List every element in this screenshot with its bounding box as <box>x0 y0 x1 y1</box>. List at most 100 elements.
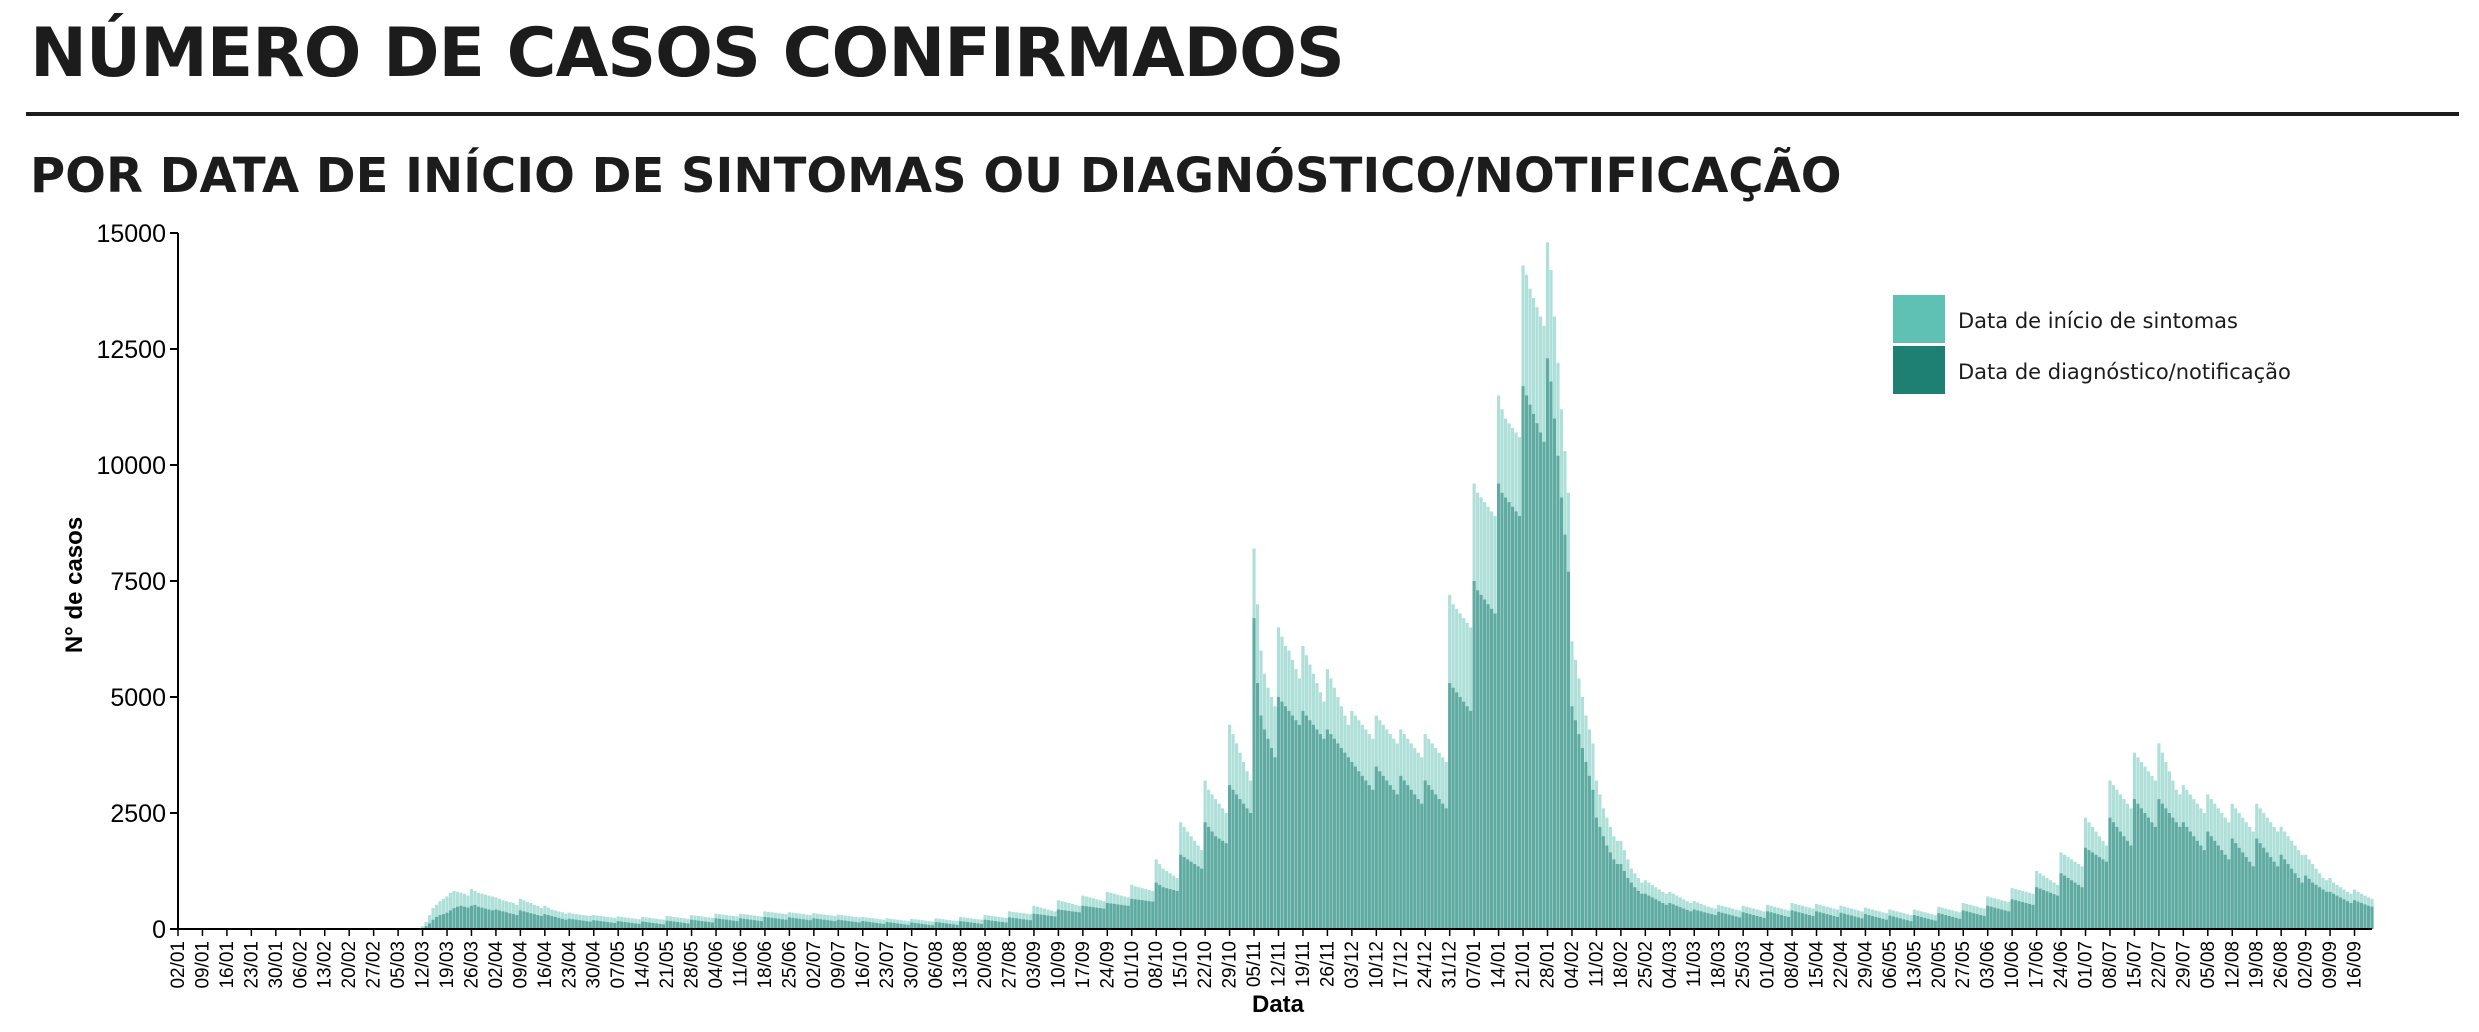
bar-diagnosis-notification <box>1685 909 1689 929</box>
bar-diagnosis-notification <box>2195 840 2199 929</box>
bar-diagnosis-notification <box>466 907 470 929</box>
x-tick-label: 09/01 <box>192 941 213 989</box>
bar-symptom-onset <box>424 922 428 929</box>
bar-diagnosis-notification <box>920 923 924 929</box>
bar-diagnosis-notification <box>1891 916 1895 929</box>
bar-diagnosis-notification <box>1580 748 1585 929</box>
x-tick-label: 08/07 <box>2100 941 2121 989</box>
bar-diagnosis-notification <box>1626 877 1630 929</box>
x-tick-label: 05/11 <box>1244 941 1265 987</box>
bar-diagnosis-notification <box>1975 914 1979 929</box>
x-tick-label: 04/02 <box>1562 941 1583 989</box>
bar-diagnosis-notification <box>1944 915 1948 929</box>
bar-diagnosis-notification <box>522 911 526 929</box>
bar-diagnosis-notification <box>731 920 736 929</box>
bar-diagnosis-notification <box>843 920 847 929</box>
bar-diagnosis-notification <box>1493 613 1497 929</box>
bar-diagnosis-notification <box>2125 840 2130 929</box>
bar-diagnosis-notification <box>574 919 578 929</box>
bar-diagnosis-notification <box>805 919 809 929</box>
bar-diagnosis-notification <box>1238 799 1242 929</box>
bar-diagnosis-notification <box>1116 904 1120 929</box>
bar-diagnosis-notification <box>2160 803 2164 929</box>
bar-diagnosis-notification <box>1783 916 1787 929</box>
x-tick-label: 13/05 <box>1904 941 1925 989</box>
bar-diagnosis-notification <box>1406 785 1410 929</box>
x-tick-label: 04/06 <box>706 941 727 989</box>
x-tick-label: 29/07 <box>2173 941 2194 989</box>
bar-diagnosis-notification <box>1241 803 1246 929</box>
x-tick-label: 23/07 <box>877 941 898 989</box>
bar-diagnosis-notification <box>676 922 680 929</box>
bar-diagnosis-notification <box>1221 840 1225 929</box>
bar-diagnosis-notification <box>1916 916 1920 929</box>
x-tick-label: 03/09 <box>1024 941 1045 989</box>
bar-diagnosis-notification <box>662 924 666 929</box>
bar-diagnosis-notification <box>1825 914 1829 929</box>
bar-diagnosis-notification <box>1598 826 1602 929</box>
bar-diagnosis-notification <box>1591 789 1595 929</box>
bar-diagnosis-notification <box>1497 483 1501 929</box>
bar-diagnosis-notification <box>1332 738 1336 929</box>
bar-diagnosis-notification <box>2017 901 2021 929</box>
bar-diagnosis-notification <box>1133 899 1137 929</box>
bar-diagnosis-notification <box>1028 920 1033 929</box>
bar-diagnosis-notification <box>2010 899 2014 929</box>
bar-diagnosis-notification <box>1231 789 1235 929</box>
bar-diagnosis-notification <box>2069 880 2074 929</box>
bar-diagnosis-notification <box>424 926 428 929</box>
bar-diagnosis-notification <box>2178 826 2182 929</box>
bar-diagnosis-notification <box>588 921 592 929</box>
bar-diagnosis-notification <box>1063 910 1067 929</box>
x-tick-label: 03/06 <box>1978 941 1999 989</box>
bar-diagnosis-notification <box>1427 785 1431 929</box>
bar-diagnosis-notification <box>924 924 928 929</box>
bar-diagnosis-notification <box>581 920 585 929</box>
bar-diagnosis-notification <box>665 920 669 929</box>
page-title: NÚMERO DE CASOS CONFIRMADOS <box>30 14 1345 93</box>
bar-diagnosis-notification <box>1392 789 1396 929</box>
bar-diagnosis-notification <box>969 922 973 929</box>
bar-diagnosis-notification <box>1011 917 1015 929</box>
bar-diagnosis-notification <box>2293 873 2297 929</box>
bar-diagnosis-notification <box>1556 455 1560 929</box>
bar-symptom-onset <box>427 915 432 929</box>
bar-diagnosis-notification <box>1594 817 1598 929</box>
bar-diagnosis-notification <box>2115 826 2119 929</box>
bar-diagnosis-notification <box>1961 910 1965 929</box>
bar-diagnosis-notification <box>868 922 872 929</box>
bar-diagnosis-notification <box>707 922 711 929</box>
bar-diagnosis-notification <box>780 919 784 929</box>
x-tick-label: 24/06 <box>2051 941 2072 989</box>
bar-diagnosis-notification <box>1724 913 1728 929</box>
bar-diagnosis-notification <box>1350 761 1354 929</box>
bar-diagnosis-notification <box>1800 913 1805 929</box>
bar-diagnosis-notification <box>892 922 896 929</box>
bar-diagnosis-notification <box>1056 909 1060 929</box>
x-tick-label: 31/12 <box>1440 941 1461 989</box>
bar-diagnosis-notification <box>1032 913 1036 929</box>
bar-diagnosis-notification <box>1165 888 1169 929</box>
x-tick-label: 16/09 <box>2345 941 2366 989</box>
x-tick-label: 01/07 <box>2076 941 2097 989</box>
bar-diagnosis-notification <box>1276 697 1281 929</box>
bar-diagnosis-notification <box>871 922 875 929</box>
bar-diagnosis-notification <box>1207 826 1211 929</box>
bar-diagnosis-notification <box>735 921 739 929</box>
legend-swatch-symptom-onset <box>1893 295 1945 343</box>
x-tick-label: 06/08 <box>926 941 947 989</box>
bar-diagnosis-notification <box>819 919 823 929</box>
bar-diagnosis-notification <box>2157 799 2161 929</box>
x-tick-label: 24/09 <box>1097 941 1118 989</box>
x-tick-label: 23/01 <box>241 941 262 989</box>
bar-diagnosis-notification <box>913 922 917 929</box>
bar-diagnosis-notification <box>1587 775 1591 929</box>
bar-diagnosis-notification <box>1538 432 1543 929</box>
bar-diagnosis-notification <box>1203 822 1207 929</box>
x-tick-label: 12/11 <box>1268 941 1289 987</box>
bar-diagnosis-notification <box>885 922 889 929</box>
bar-diagnosis-notification <box>724 919 729 929</box>
x-tick-label: 27/08 <box>999 941 1020 989</box>
bar-diagnosis-notification <box>1790 910 1794 929</box>
bar-diagnosis-notification <box>1217 838 1221 929</box>
